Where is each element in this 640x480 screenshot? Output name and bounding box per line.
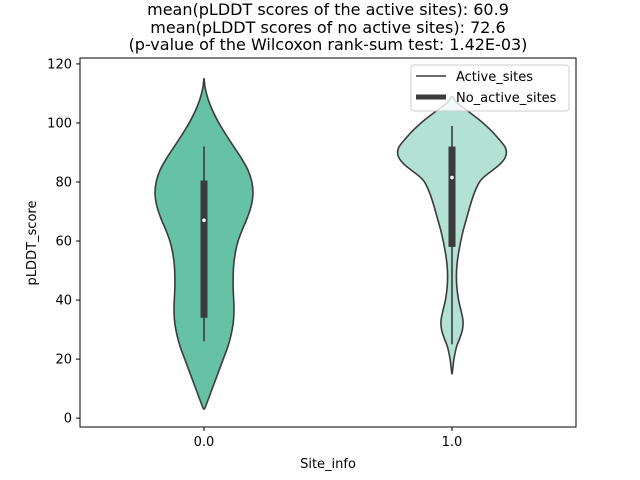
x-axis-ticks: 0.0 1.0 xyxy=(194,427,463,450)
y-tick-label: 80 xyxy=(55,175,72,190)
y-tick-label: 120 xyxy=(47,57,72,72)
y-tick-label: 60 xyxy=(55,235,72,250)
legend-label-active-sites: Active_sites xyxy=(456,70,533,85)
axes-frame xyxy=(79,57,577,428)
y-tick-label: 0 xyxy=(64,412,72,427)
violin-iqr-box-1.0 xyxy=(448,146,456,247)
chart-title-line-3: (p-value of the Wilcoxon rank-sum test: … xyxy=(129,35,528,54)
legend: Active_sites No_active_sites xyxy=(410,64,570,112)
violin-median-1.0 xyxy=(450,175,454,180)
chart-title-line-2: mean(pLDDT scores of no active sites): 7… xyxy=(150,18,505,37)
y-axis-ticks: 0 20 40 60 80 100 120 xyxy=(47,57,80,427)
chart-title-line-1: mean(pLDDT scores of the active sites): … xyxy=(147,0,509,19)
y-axis-label: pLDDT_score xyxy=(25,201,40,286)
x-tick-label: 0.0 xyxy=(194,435,215,450)
y-tick-label: 40 xyxy=(55,294,72,309)
x-tick-label: 1.0 xyxy=(442,435,463,450)
violins-group xyxy=(154,77,508,411)
legend-box xyxy=(410,64,570,112)
plot-area xyxy=(80,58,576,427)
violin-median-0.0 xyxy=(202,218,206,223)
y-tick-label: 20 xyxy=(55,353,72,368)
x-axis-label: Site_info xyxy=(300,457,356,472)
y-tick-label: 100 xyxy=(47,116,72,131)
violin-iqr-box-0.0 xyxy=(200,180,208,318)
legend-label-no-active-sites: No_active_sites xyxy=(456,91,557,106)
